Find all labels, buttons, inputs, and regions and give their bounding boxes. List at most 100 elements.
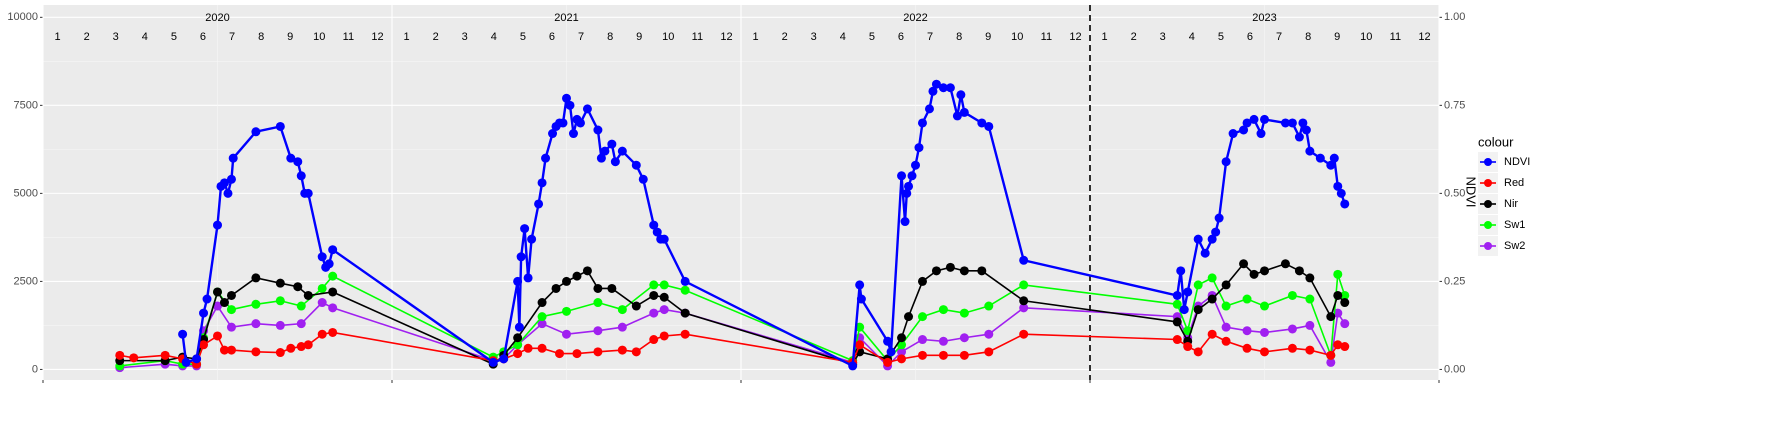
data-point <box>199 340 209 350</box>
data-point <box>1305 294 1315 304</box>
data-point <box>924 104 934 114</box>
month-label: 6 <box>200 31 206 43</box>
data-point <box>659 280 669 290</box>
month-label: 9 <box>985 31 991 43</box>
data-point <box>275 121 285 131</box>
data-point <box>659 331 669 341</box>
month-label: 1 <box>403 31 409 43</box>
data-point <box>219 298 229 308</box>
data-point <box>219 345 229 355</box>
data-point <box>296 342 306 352</box>
data-point <box>938 83 948 93</box>
data-point <box>516 252 526 262</box>
data-point <box>523 273 533 283</box>
data-point <box>562 276 571 286</box>
data-point <box>568 129 578 139</box>
data-point <box>226 305 236 315</box>
data-point <box>649 335 659 345</box>
y2-axis-title: NDVI <box>1464 176 1479 207</box>
data-point <box>856 294 866 304</box>
legend-label: NDVI <box>1504 156 1530 168</box>
data-point <box>223 188 233 198</box>
data-point <box>680 285 690 295</box>
data-point <box>1172 335 1182 345</box>
data-point <box>1333 340 1343 350</box>
data-point <box>513 349 523 359</box>
data-point <box>202 294 212 304</box>
year-label: 2022 <box>903 12 927 24</box>
month-label: 3 <box>811 31 817 43</box>
data-point <box>680 308 690 318</box>
data-point <box>928 86 938 96</box>
data-point <box>1305 320 1315 330</box>
data-point <box>945 262 955 272</box>
month-label: 11 <box>692 31 703 43</box>
data-point <box>652 227 662 237</box>
data-point <box>1280 259 1290 269</box>
data-point <box>286 343 296 353</box>
data-point <box>251 273 261 283</box>
data-point <box>572 271 582 281</box>
month-label: 10 <box>1360 31 1372 43</box>
month-label: 5 <box>171 31 177 43</box>
data-point <box>1340 342 1350 352</box>
data-point <box>537 298 547 308</box>
y-tick-label: 5000 <box>14 187 38 199</box>
data-point <box>275 348 285 358</box>
data-point <box>959 350 969 360</box>
data-point <box>251 319 261 329</box>
month-label: 3 <box>1160 31 1166 43</box>
data-point <box>324 259 334 269</box>
data-point <box>1333 290 1343 300</box>
data-point <box>917 350 927 360</box>
data-point <box>1019 329 1029 339</box>
data-point <box>226 174 236 184</box>
data-point <box>1172 317 1182 327</box>
month-label: 10 <box>662 31 674 43</box>
data-point <box>1336 188 1346 198</box>
month-label: 2 <box>84 31 90 43</box>
data-point <box>251 127 261 137</box>
month-label: 1 <box>752 31 758 43</box>
data-point <box>593 347 603 357</box>
month-label: 4 <box>1189 31 1195 43</box>
data-point <box>1207 234 1217 244</box>
data-point <box>977 266 987 276</box>
data-point <box>541 153 551 163</box>
data-point <box>1340 199 1350 209</box>
data-point <box>897 171 907 181</box>
y2-tick-label: 0.50 <box>1444 187 1465 199</box>
data-point <box>1287 343 1297 353</box>
data-point <box>1019 280 1029 290</box>
month-label: 10 <box>1011 31 1023 43</box>
data-point <box>1211 227 1221 237</box>
data-point <box>959 107 969 117</box>
month-label: 2 <box>1131 31 1137 43</box>
data-point <box>537 312 547 322</box>
data-point <box>1340 298 1350 308</box>
data-point <box>1242 343 1252 353</box>
data-point <box>1019 296 1029 306</box>
data-point <box>1256 129 1266 139</box>
data-point <box>1228 129 1238 139</box>
data-point <box>607 139 617 149</box>
data-point <box>617 345 627 355</box>
data-point <box>917 276 927 286</box>
data-point <box>303 188 313 198</box>
month-label: 4 <box>491 31 497 43</box>
data-point <box>317 329 327 339</box>
data-point <box>631 347 641 357</box>
data-point <box>575 118 585 128</box>
data-point <box>317 252 327 262</box>
data-point <box>1340 290 1350 300</box>
legend-label: Sw1 <box>1504 219 1525 231</box>
data-point <box>1287 118 1297 128</box>
data-point <box>984 121 994 131</box>
data-point <box>1172 290 1182 300</box>
data-point <box>1179 305 1189 315</box>
month-label: 3 <box>462 31 468 43</box>
data-point <box>527 234 537 244</box>
month-label: 10 <box>313 31 325 43</box>
data-point <box>959 333 969 343</box>
data-point <box>275 320 285 330</box>
